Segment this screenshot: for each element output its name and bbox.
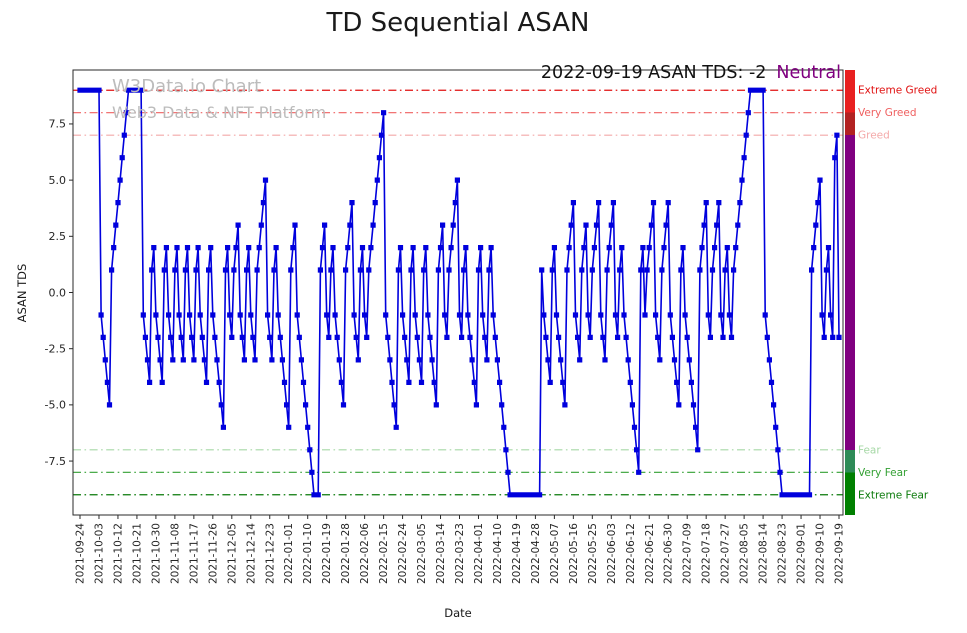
threshold-label: Very Greed xyxy=(858,107,917,119)
threshold-labels: Extreme Greed Very Greed Greed Fear Very Fea… xyxy=(858,85,937,502)
x-tick-label: 2022-01-10 xyxy=(302,523,314,584)
x-tick-label: 2022-04-10 xyxy=(492,523,504,584)
x-tick-label: 2022-01-19 xyxy=(321,523,333,584)
x-tick-label: 2021-10-12 xyxy=(112,523,124,584)
threshold-label: Extreme Greed xyxy=(858,85,937,97)
x-tick-label: 2022-05-16 xyxy=(568,523,580,584)
x-tick-label: 2022-08-14 xyxy=(758,523,770,584)
x-tick-label: 2022-04-28 xyxy=(530,523,542,584)
threshold-label: Very Fear xyxy=(858,467,908,479)
x-tick-label: 2022-06-03 xyxy=(606,523,618,584)
y-tick-label: -5.0 xyxy=(45,399,66,412)
y-axis-label: ASAN TDS xyxy=(15,263,29,323)
x-tick-label: 2022-07-27 xyxy=(720,523,732,584)
x-tick-label: 2022-02-15 xyxy=(378,523,390,584)
x-tick-label: 2021-10-03 xyxy=(93,523,105,584)
x-tick-label: 2022-05-25 xyxy=(587,523,599,584)
x-tick-label: 2022-05-07 xyxy=(549,523,561,584)
threshold-label: Extreme Fear xyxy=(858,489,929,501)
latest-value-annotation: 2022-09-19 ASAN TDS: -2 Neutral xyxy=(541,63,841,83)
y-tick-label: 7.5 xyxy=(49,118,67,131)
x-tick-label: 2021-10-21 xyxy=(131,523,143,584)
y-tick-label: -7.5 xyxy=(45,455,66,468)
x-tick-label: 2022-09-10 xyxy=(815,523,827,584)
x-tick-label: 2021-12-05 xyxy=(226,523,238,584)
x-tick-label: 2022-08-23 xyxy=(777,523,789,584)
x-tick-label: 2022-07-18 xyxy=(701,523,713,584)
y-tick-label: 5.0 xyxy=(49,174,67,187)
threshold-label: Fear xyxy=(858,444,881,456)
x-axis-label: Date xyxy=(444,606,472,620)
x-tick-label: 2022-02-24 xyxy=(397,523,409,584)
x-tick-label: 2022-06-12 xyxy=(625,523,637,584)
sentiment-colorbar xyxy=(845,70,855,515)
watermark-line-1: W3Data.io Chart xyxy=(112,76,262,97)
threshold-lines xyxy=(73,89,843,496)
series-line xyxy=(80,89,840,496)
y-tick-label: -2.5 xyxy=(45,342,66,355)
x-tick-label: 2022-03-23 xyxy=(454,523,466,584)
x-tick-label: 2022-03-14 xyxy=(435,523,447,584)
x-tick-label: 2022-07-09 xyxy=(682,523,694,584)
x-tick-label: 2021-11-17 xyxy=(188,523,200,584)
x-tick-label: 2022-08-05 xyxy=(739,523,751,584)
latest-value-text: 2022-09-19 ASAN TDS: -2 xyxy=(540,63,767,83)
x-tick-label: 2021-11-26 xyxy=(207,523,219,584)
x-tick-label: 2022-09-19 xyxy=(834,523,846,584)
y-tick-label: 0.0 xyxy=(49,286,67,299)
x-tick-labels: 2021-09-24 2021-10-03 2021-10-12 2021-10-21… xyxy=(75,515,846,584)
x-tick-label: 2021-12-23 xyxy=(264,523,276,584)
x-tick-label: 2022-09-01 xyxy=(796,523,808,584)
x-tick-label: 2022-02-06 xyxy=(359,523,371,584)
x-tick-label: 2021-12-14 xyxy=(245,523,257,584)
x-tick-label: 2021-09-24 xyxy=(75,523,87,584)
x-tick-label: 2022-01-01 xyxy=(283,523,295,584)
watermark-line-2: Web3 Data & NFT Platform xyxy=(112,103,327,122)
x-tick-label: 2021-11-08 xyxy=(169,523,181,584)
x-tick-label: 2022-06-21 xyxy=(644,523,656,584)
x-tick-label: 2022-04-19 xyxy=(511,523,523,584)
y-tick-label: 2.5 xyxy=(49,230,67,243)
x-tick-label: 2022-03-05 xyxy=(416,523,428,584)
x-tick-label: 2021-10-30 xyxy=(150,523,162,584)
y-tick-labels: 7.5 5.0 2.5 0.0 -2.5 -5.0 -7.5 xyxy=(45,118,73,468)
x-tick-label: 2022-06-30 xyxy=(663,523,675,584)
sentiment-label: Neutral xyxy=(776,63,841,83)
threshold-label: Greed xyxy=(858,130,890,142)
x-tick-label: 2022-01-28 xyxy=(340,523,352,584)
x-tick-label: 2022-04-01 xyxy=(473,523,485,584)
chart-title: TD Sequential ASAN xyxy=(326,8,590,38)
